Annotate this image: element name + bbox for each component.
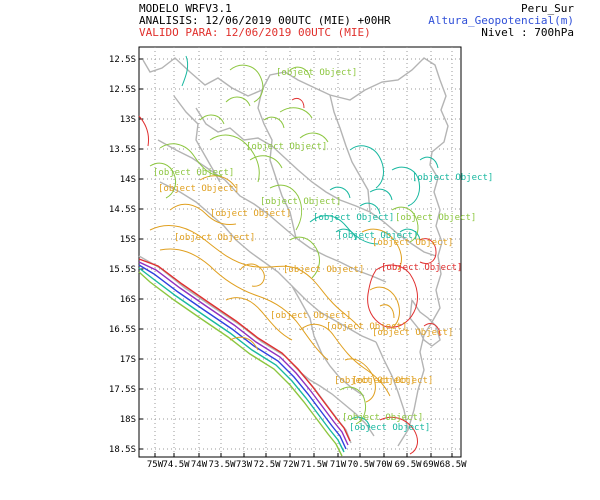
lat-label: 12.5S	[109, 55, 136, 65]
contour-3170	[149, 175, 402, 403]
lat-label: 16S	[120, 295, 136, 305]
dept-border-c	[159, 181, 265, 263]
titicaca-shore	[409, 299, 441, 347]
pressure-level: Nivel : 700hPa	[481, 26, 574, 39]
contour-label: [object Object]	[326, 322, 407, 332]
lat-label: 15S	[120, 235, 136, 245]
dept-border-g	[257, 89, 297, 239]
analysis-time: ANALISIS: 12/06/2019 00UTC (MIE) +00HR	[139, 14, 391, 27]
dept-border-a	[195, 107, 371, 213]
contour-label: [object Object]	[260, 197, 341, 207]
lat-label: 16.5S	[109, 325, 136, 335]
lat-label: 17S	[120, 355, 136, 365]
lon-label: 69W	[423, 460, 440, 470]
contour-label: [object Object]	[153, 168, 234, 178]
lon-label: 68.5W	[439, 460, 467, 470]
model-title: MODELO WRFV3.1	[139, 2, 232, 15]
lon-label: 73W	[236, 460, 253, 470]
contour-label: [object Object]	[158, 184, 239, 194]
lon-label: 71.5W	[300, 460, 328, 470]
lat-label: 18.5S	[109, 445, 136, 455]
lon-label: 69.5W	[394, 460, 422, 470]
contour-label: [object Object]	[270, 311, 351, 321]
variable-name: Altura_Geopotencial(m)	[428, 14, 574, 27]
lon-label: 70W	[376, 460, 393, 470]
lat-label: 14.5S	[109, 205, 136, 215]
contour-label: [object Object]	[337, 231, 418, 241]
contour-label: [object Object]	[334, 376, 415, 386]
dept-border-h	[329, 94, 371, 213]
lon-label: 70.5W	[347, 460, 375, 470]
dept-border-i	[369, 211, 437, 257]
lat-label: 18S	[120, 415, 136, 425]
contour-3160	[149, 64, 419, 425]
lat-label: 13.5S	[109, 145, 136, 155]
contour-label: [object Object]	[276, 68, 357, 78]
coast-contour-cyan	[138, 267, 345, 453]
lon-label: 73.5W	[208, 460, 236, 470]
contour-label: [object Object]	[352, 376, 433, 386]
lat-label: 17.5S	[109, 385, 136, 395]
coast-contour-purple	[138, 261, 349, 446]
lat-label: 15.5S	[109, 265, 136, 275]
dept-border-k	[173, 95, 221, 183]
lon-label: 75W	[147, 460, 164, 470]
lat-label: 14S	[120, 175, 136, 185]
contour-label: [object Object]	[210, 209, 291, 219]
coastal-contours	[138, 258, 351, 457]
contour-label: [object Object]	[372, 328, 453, 338]
lon-label: 72.5W	[253, 460, 281, 470]
contour-3150	[181, 55, 439, 429]
lon-label: 71W	[330, 460, 347, 470]
contour-label: [object Object]	[381, 263, 462, 273]
lon-label: 74.5W	[162, 460, 190, 470]
contour-label: [object Object]	[395, 213, 476, 223]
dept-border-d	[263, 261, 377, 343]
lon-label: 72W	[283, 460, 300, 470]
contour-label: [object Object]	[342, 413, 423, 423]
dept-border-b	[157, 139, 387, 283]
dept-border-f	[375, 341, 409, 431]
contour-3180	[138, 97, 441, 455]
valid-time: VALIDO PARA: 12/06/2019 00UTC (MIE)	[139, 26, 371, 39]
coast-contour-blue	[138, 264, 347, 450]
coast-contour-green	[138, 271, 343, 457]
contour-label: [object Object]	[246, 142, 327, 152]
contour-label: [object Object]	[313, 213, 394, 223]
axis-ticks	[139, 58, 453, 457]
dept-border-east	[397, 79, 449, 447]
contour-label: [object Object]	[372, 238, 453, 248]
contour-labels: [object Object] [object Object] [object …	[153, 68, 493, 433]
contour-label: [object Object]	[412, 173, 493, 183]
lat-label: 12.5S	[109, 85, 136, 95]
lon-label: 74W	[191, 460, 208, 470]
coast-contour-red	[138, 258, 351, 442]
dept-border-north	[142, 57, 441, 101]
dept-border-j	[299, 371, 375, 437]
contour-label: [object Object]	[349, 423, 430, 433]
region-name: Peru_Sur	[521, 2, 574, 15]
lat-label: 13S	[120, 115, 136, 125]
contour-label: [object Object]	[283, 265, 364, 275]
contour-label: [object Object]	[174, 233, 255, 243]
